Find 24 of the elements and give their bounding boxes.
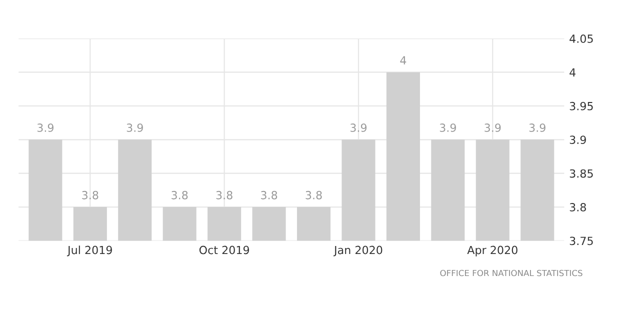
data-label: 3.9 <box>350 124 367 132</box>
y-tick-label: 3.8 <box>570 203 586 212</box>
y-tick-label: 4 <box>570 68 576 76</box>
data-label: 3.8 <box>172 190 188 200</box>
data-label: 3.9 <box>37 124 54 132</box>
y-tick-label: 3.85 <box>570 169 593 178</box>
y-tick-label: 4.05 <box>570 34 593 43</box>
data-label: 4 <box>400 56 406 64</box>
data-label: 3.8 <box>82 190 98 200</box>
data-label: 3.9 <box>440 124 456 132</box>
x-tick-label: Apr 2020 <box>467 246 518 256</box>
data-label: 3.8 <box>261 190 278 200</box>
data-label: 3.8 <box>216 190 232 200</box>
data-label: 3.9 <box>126 124 143 132</box>
x-tick-label: Oct 2019 <box>199 246 250 254</box>
x-tick-label: Jan 2020 <box>333 246 382 256</box>
y-tick-label: 3.95 <box>570 102 593 110</box>
text: OFFICE FOR NATIONAL STATISTICS <box>440 270 582 276</box>
data-label: 3.8 <box>306 190 322 200</box>
y-tick-label: 3.9 <box>570 136 586 144</box>
data-label: 3.9 <box>484 124 501 132</box>
y-tick-label: 3.75 <box>570 236 593 246</box>
x-tick-label: Jul 2019 <box>66 246 112 256</box>
data-label: 3.9 <box>529 124 546 132</box>
